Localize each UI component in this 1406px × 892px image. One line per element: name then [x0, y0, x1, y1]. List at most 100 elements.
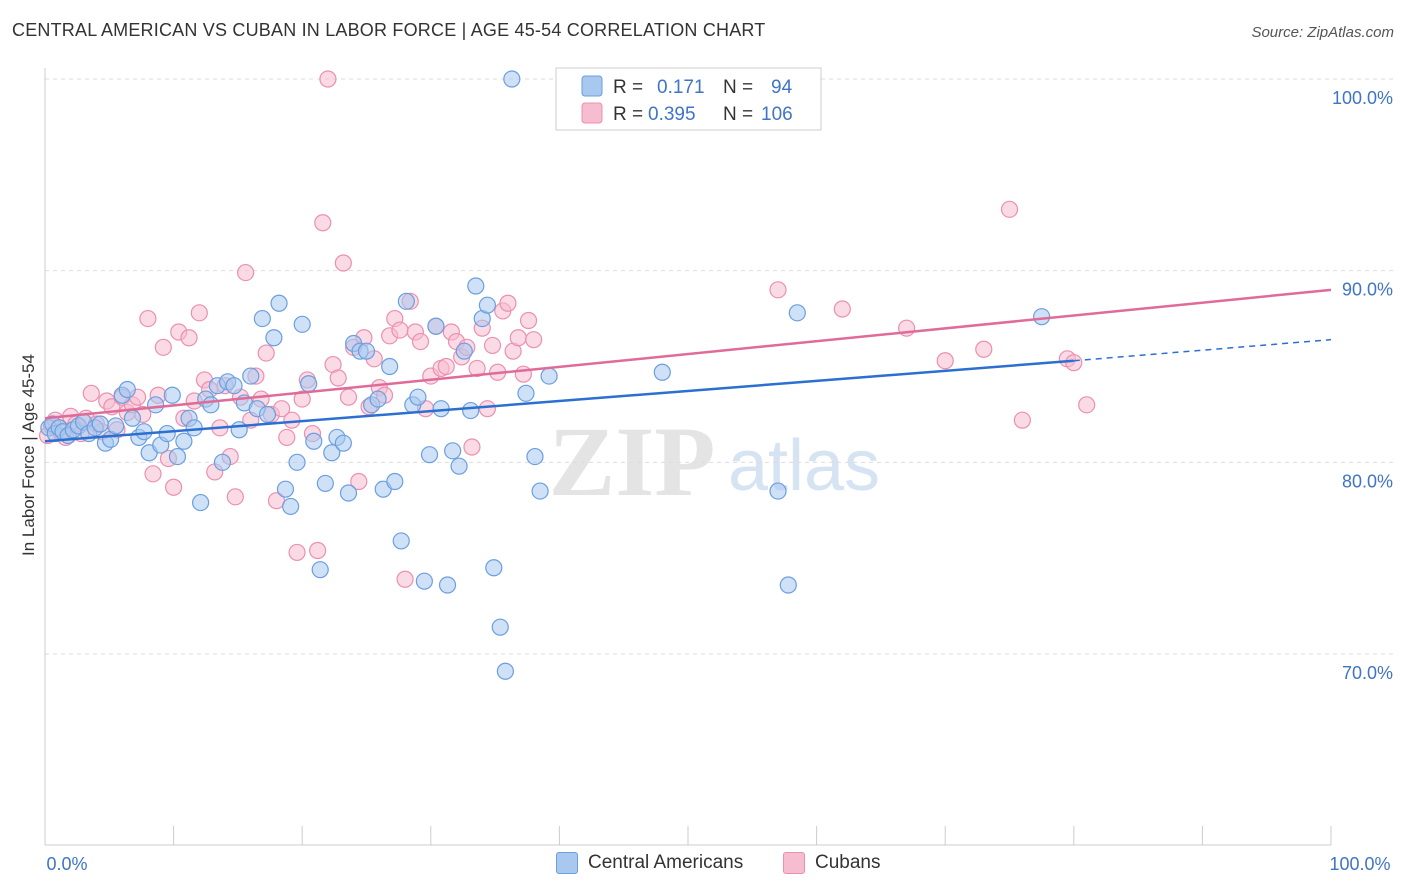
cubans-point: [226, 488, 244, 506]
central-americans-point: [467, 277, 485, 295]
grid-lines: 70.0% 80.0% 90.0% 100.0%: [45, 78, 1395, 683]
cubans-point: [82, 384, 100, 402]
cubans-trend-line: [44, 288, 1332, 420]
central-americans-point: [253, 309, 271, 328]
central-americans-point: [491, 618, 509, 636]
y-axis-label: In Labor Force | Age 45-54: [19, 354, 38, 556]
axes: [44, 68, 1332, 846]
central-americans-point: [242, 367, 260, 385]
cubans-point: [1013, 411, 1031, 429]
cubans-point: [514, 365, 532, 383]
central-americans-point: [123, 409, 142, 427]
legend-n-label-2: N =: [723, 104, 753, 125]
central-americans-point: [323, 444, 341, 462]
cubans-point: [1065, 354, 1083, 372]
legend-swatch-cubans: [581, 102, 603, 124]
cubans-point: [391, 321, 409, 339]
central-americans-point: [450, 457, 468, 475]
central-americans-point: [270, 294, 288, 312]
central-americans-point: [381, 357, 399, 376]
cubans-point: [334, 254, 352, 272]
legend-label-central-americans: Central Americans: [588, 852, 744, 873]
central-americans-point: [316, 474, 334, 493]
central-americans-point: [276, 480, 295, 498]
legend-n-label-1: N =: [723, 77, 753, 98]
cubans-point: [519, 311, 538, 330]
central-americans-point: [485, 559, 503, 577]
central-americans-point: [415, 572, 433, 590]
central-americans-point: [339, 484, 358, 502]
legend-n-value-2: 106: [761, 104, 793, 125]
central-americans-point: [503, 70, 521, 88]
y-tick-label: 100.0%: [1332, 88, 1393, 108]
legend-swatch-pink: [783, 852, 805, 874]
watermark-atlas: atlas: [728, 426, 880, 506]
x-tick-label-min: 0.0%: [46, 854, 87, 874]
central-americans-point: [1033, 308, 1051, 326]
cubans-point: [154, 338, 172, 356]
central-americans-point: [788, 304, 806, 322]
central-americans-point: [653, 363, 671, 381]
central-americans-point: [420, 446, 439, 464]
watermark-zip: ZIP: [549, 406, 716, 517]
cubans-point: [144, 465, 162, 483]
central-americans-point: [107, 417, 125, 435]
cubans-point: [769, 281, 787, 299]
cubans-point: [499, 294, 517, 312]
central-americans-point: [357, 342, 376, 360]
central-americans-point: [397, 292, 415, 310]
trend-lines: [44, 288, 1332, 443]
cubans-point: [437, 357, 455, 376]
legend-r-label-2: R =: [613, 104, 643, 125]
legend-label-cubans: Cubans: [815, 852, 881, 873]
central-americans-points: [40, 70, 1051, 680]
cubans-point: [1000, 200, 1019, 218]
cubans-point: [975, 340, 993, 358]
source-credit: Source: ZipAtlas.com: [1251, 24, 1394, 41]
central-americans-point: [265, 329, 283, 347]
central-americans-point: [258, 405, 277, 424]
central-americans-point: [517, 384, 535, 402]
legend-r-value-1: 0.171: [657, 77, 705, 98]
central-americans-point: [175, 432, 193, 450]
legend-swatch-central-americans: [581, 75, 603, 97]
cubans-point: [293, 390, 311, 408]
cubans-point: [283, 411, 301, 429]
central-americans-point: [311, 561, 329, 579]
cubans-point: [180, 329, 198, 347]
central-americans-point: [526, 447, 544, 466]
cubans-point: [190, 304, 208, 322]
cubans-point: [339, 388, 358, 406]
central-americans-point: [225, 377, 243, 395]
cubans-point: [278, 428, 296, 447]
central-americans-trend-extension: [1073, 338, 1332, 362]
central-americans-point: [135, 423, 153, 441]
central-americans-point: [163, 386, 181, 404]
cubans-point: [483, 336, 502, 355]
central-americans-point: [288, 453, 306, 471]
central-americans-point: [540, 367, 558, 385]
legend-n-value-1: 94: [771, 77, 793, 98]
central-americans-point: [230, 421, 248, 439]
central-americans-point: [409, 388, 427, 406]
central-americans-point: [168, 447, 187, 466]
cubans-point: [463, 438, 481, 456]
cubans-point: [411, 332, 430, 351]
central-americans-point: [392, 532, 410, 550]
central-americans-point: [213, 453, 232, 471]
cubans-point: [288, 543, 306, 562]
cubans-point: [468, 359, 486, 378]
legend-r-label-1: R =: [613, 77, 643, 98]
cubans-point: [257, 344, 275, 362]
central-americans-point: [158, 424, 176, 443]
cubans-point: [478, 400, 496, 418]
y-tick-label: 90.0%: [1342, 280, 1393, 300]
central-americans-point: [496, 662, 514, 680]
cubans-point: [509, 329, 527, 347]
cubans-point: [1078, 396, 1096, 414]
cubans-point: [833, 300, 851, 318]
cubans-point: [165, 478, 183, 496]
central-americans-point: [478, 296, 496, 314]
central-americans-point: [769, 482, 787, 500]
central-americans-point: [438, 576, 457, 594]
